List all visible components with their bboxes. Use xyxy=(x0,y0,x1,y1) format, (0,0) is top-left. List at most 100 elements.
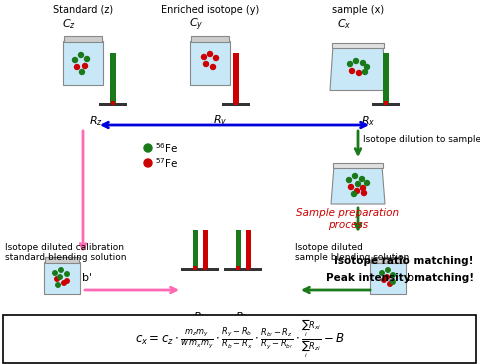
Circle shape xyxy=(388,282,392,286)
Bar xyxy=(246,266,250,270)
Bar xyxy=(245,230,251,268)
FancyBboxPatch shape xyxy=(3,315,476,363)
Circle shape xyxy=(385,275,389,279)
Circle shape xyxy=(144,159,152,167)
Bar xyxy=(63,41,103,85)
Text: Isotope dilution to sample: Isotope dilution to sample xyxy=(363,135,480,145)
Circle shape xyxy=(349,68,355,74)
Bar xyxy=(224,268,252,271)
Bar xyxy=(236,230,240,268)
Text: b': b' xyxy=(82,273,92,283)
Circle shape xyxy=(65,279,69,283)
Circle shape xyxy=(211,64,216,70)
Bar xyxy=(371,257,405,263)
Circle shape xyxy=(348,62,352,67)
Text: Sample preparation
process: Sample preparation process xyxy=(297,208,399,230)
Polygon shape xyxy=(331,166,385,204)
Bar xyxy=(384,101,388,105)
Bar xyxy=(203,266,207,270)
Bar xyxy=(191,268,219,271)
Bar xyxy=(332,43,384,47)
Text: $R_x$: $R_x$ xyxy=(361,114,375,128)
Circle shape xyxy=(360,186,365,190)
Circle shape xyxy=(84,56,89,62)
Circle shape xyxy=(347,178,351,182)
Text: $C_x$: $C_x$ xyxy=(337,17,351,31)
Bar xyxy=(45,257,79,263)
Circle shape xyxy=(353,59,359,63)
Bar xyxy=(190,41,230,85)
Circle shape xyxy=(360,177,364,182)
Bar xyxy=(181,268,209,271)
Circle shape xyxy=(356,182,360,186)
Text: $^{56}$Fe: $^{56}$Fe xyxy=(155,141,179,155)
Circle shape xyxy=(362,70,368,75)
Circle shape xyxy=(355,189,360,194)
Circle shape xyxy=(207,51,213,56)
Circle shape xyxy=(56,283,60,287)
Bar xyxy=(234,101,238,105)
Text: Isotope ratio matching!: Isotope ratio matching! xyxy=(335,256,474,266)
Circle shape xyxy=(351,191,357,197)
Text: Standard (z): Standard (z) xyxy=(53,5,113,15)
Polygon shape xyxy=(330,46,386,91)
Bar xyxy=(111,101,115,105)
Text: Isotope diluted
sample blending solution: Isotope diluted sample blending solution xyxy=(295,243,409,262)
Circle shape xyxy=(214,55,218,60)
Bar xyxy=(99,103,127,106)
Circle shape xyxy=(391,273,395,277)
Circle shape xyxy=(360,60,365,66)
Bar xyxy=(370,262,406,294)
Text: b: b xyxy=(407,273,414,283)
Text: Peak intensity matching!: Peak intensity matching! xyxy=(326,273,474,283)
Circle shape xyxy=(83,63,87,68)
Bar xyxy=(191,36,229,42)
Text: sample (x): sample (x) xyxy=(332,5,384,15)
Circle shape xyxy=(364,181,370,186)
Circle shape xyxy=(391,280,395,284)
Circle shape xyxy=(65,272,69,276)
Bar xyxy=(44,262,80,294)
Text: Isotope diluted calibration
standard blending solution: Isotope diluted calibration standard ble… xyxy=(5,243,127,262)
Text: $C_z$: $C_z$ xyxy=(62,17,76,31)
Circle shape xyxy=(352,174,358,178)
Bar xyxy=(333,163,383,168)
Circle shape xyxy=(202,55,206,59)
Text: Enriched isotope (y): Enriched isotope (y) xyxy=(161,5,259,15)
Text: $R_{b'}$: $R_{b'}$ xyxy=(235,310,252,324)
Bar xyxy=(234,268,262,271)
Bar xyxy=(383,53,389,103)
Circle shape xyxy=(361,190,367,195)
Circle shape xyxy=(72,58,77,63)
Bar xyxy=(64,36,102,42)
Text: $R_b$: $R_b$ xyxy=(193,310,207,324)
Text: $^{57}$Fe: $^{57}$Fe xyxy=(155,156,178,170)
Circle shape xyxy=(80,70,84,75)
Circle shape xyxy=(62,281,66,285)
Text: $C_y$: $C_y$ xyxy=(189,17,203,33)
Circle shape xyxy=(59,268,63,272)
Bar xyxy=(192,230,197,268)
Bar xyxy=(203,230,207,268)
Bar xyxy=(236,266,240,270)
Bar xyxy=(193,266,197,270)
Circle shape xyxy=(386,268,390,272)
Circle shape xyxy=(348,185,353,190)
Circle shape xyxy=(144,144,152,152)
Bar xyxy=(233,53,239,103)
Circle shape xyxy=(204,62,208,67)
Circle shape xyxy=(382,278,386,282)
Bar xyxy=(222,103,250,106)
Circle shape xyxy=(364,64,370,70)
Bar xyxy=(372,103,400,106)
Bar xyxy=(110,53,116,103)
Circle shape xyxy=(55,277,59,281)
Circle shape xyxy=(79,52,84,58)
Circle shape xyxy=(74,64,80,70)
Circle shape xyxy=(58,275,62,279)
Circle shape xyxy=(357,71,361,75)
Text: $R_z$: $R_z$ xyxy=(89,114,103,128)
Circle shape xyxy=(53,271,57,275)
Text: $c_x = c_z \cdot \frac{m_z m_y}{w\, m_x m_y} \cdot \frac{R_y - R_b}{R_b - R_x} \: $c_x = c_z \cdot \frac{m_z m_y}{w\, m_x … xyxy=(135,318,345,360)
Text: $R_y$: $R_y$ xyxy=(213,114,227,130)
